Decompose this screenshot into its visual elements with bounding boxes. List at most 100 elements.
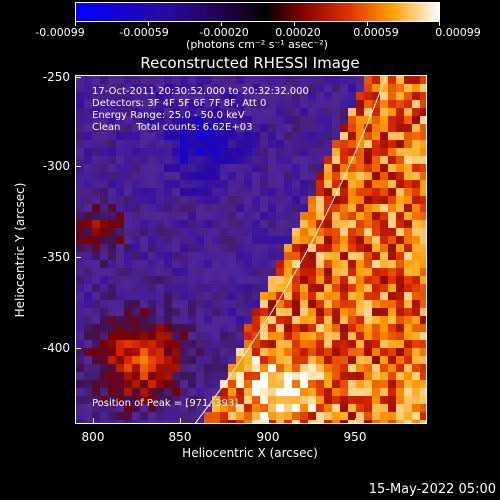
image-pixel <box>308 348 317 357</box>
image-pixel <box>236 156 245 165</box>
image-pixel <box>284 372 293 381</box>
image-pixel <box>356 212 365 221</box>
image-pixel <box>260 348 269 357</box>
image-pixel <box>108 324 117 333</box>
image-pixel <box>244 236 253 245</box>
image-pixel <box>364 356 373 365</box>
image-pixel <box>156 316 165 325</box>
image-pixel <box>108 388 117 397</box>
image-pixel <box>396 172 405 181</box>
image-pixel <box>284 340 293 349</box>
image-pixel <box>316 388 325 397</box>
image-pixel <box>180 156 189 165</box>
image-pixel <box>148 268 157 277</box>
image-pixel <box>236 220 245 229</box>
image-pixel <box>84 300 93 309</box>
image-pixel <box>348 276 357 285</box>
image-pixel <box>404 148 413 157</box>
image-pixel <box>396 228 405 237</box>
image-pixel <box>332 316 341 325</box>
image-pixel <box>108 180 117 189</box>
image-pixel <box>284 92 293 101</box>
image-pixel <box>140 212 149 221</box>
image-pixel <box>292 300 301 309</box>
image-pixel <box>300 156 309 165</box>
image-pixel <box>420 132 426 141</box>
image-pixel <box>404 380 413 389</box>
image-pixel <box>292 76 301 85</box>
image-pixel <box>172 260 181 269</box>
image-pixel <box>76 324 85 333</box>
image-pixel <box>100 404 109 413</box>
image-pixel <box>236 364 245 373</box>
image-pixel <box>172 140 181 149</box>
image-pixel <box>228 332 237 341</box>
image-pixel <box>76 196 85 205</box>
image-pixel <box>76 276 85 285</box>
image-pixel <box>140 164 149 173</box>
info-counts: Clean Total counts: 6.62E+03 <box>92 122 253 133</box>
image-pixel <box>260 276 269 285</box>
image-pixel <box>396 124 405 133</box>
image-pixel <box>276 148 285 157</box>
image-pixel <box>156 228 165 237</box>
image-pixel <box>372 404 381 413</box>
image-pixel <box>260 108 269 117</box>
image-pixel <box>156 276 165 285</box>
image-pixel <box>420 156 426 165</box>
image-pixel <box>84 172 93 181</box>
image-pixel <box>140 292 149 301</box>
image-pixel <box>156 340 165 349</box>
image-pixel <box>412 308 421 317</box>
image-pixel <box>348 164 357 173</box>
image-pixel <box>108 196 117 205</box>
image-pixel <box>412 300 421 309</box>
image-pixel <box>356 116 365 125</box>
image-pixel <box>364 116 373 125</box>
image-pixel <box>364 388 373 397</box>
image-pixel <box>340 140 349 149</box>
image-pixel <box>228 196 237 205</box>
image-pixel <box>260 148 269 157</box>
image-pixel <box>420 196 426 205</box>
image-pixel <box>92 324 101 333</box>
image-pixel <box>300 380 309 389</box>
image-pixel <box>396 236 405 245</box>
image-pixel <box>212 340 221 349</box>
image-pixel <box>228 396 237 405</box>
image-pixel <box>404 172 413 181</box>
image-pixel <box>252 172 261 181</box>
image-pixel <box>276 212 285 221</box>
colorbar-label: 0.00059 <box>353 26 399 39</box>
image-pixel <box>404 260 413 269</box>
image-pixel <box>164 260 173 269</box>
image-pixel <box>252 148 261 157</box>
image-pixel <box>348 140 357 149</box>
image-pixel <box>76 292 85 301</box>
image-pixel <box>92 420 101 423</box>
image-pixel <box>108 100 117 109</box>
image-pixel <box>292 308 301 317</box>
image-pixel <box>404 364 413 373</box>
image-pixel <box>156 372 165 381</box>
image-pixel <box>372 212 381 221</box>
image-pixel <box>356 132 365 141</box>
image-pixel <box>324 148 333 157</box>
image-pixel <box>252 212 261 221</box>
image-pixel <box>92 212 101 221</box>
image-pixel <box>332 164 341 173</box>
image-pixel <box>92 220 101 229</box>
image-pixel <box>236 396 245 405</box>
image-pixel <box>324 276 333 285</box>
image-pixel <box>220 92 229 101</box>
image-pixel <box>316 84 325 93</box>
image-pixel <box>140 316 149 325</box>
image-pixel <box>332 220 341 229</box>
image-pixel <box>164 300 173 309</box>
image-pixel <box>284 204 293 213</box>
image-pixel <box>188 100 197 109</box>
image-pixel <box>316 148 325 157</box>
image-pixel <box>252 124 261 133</box>
image-pixel <box>204 364 213 373</box>
image-pixel <box>92 396 101 405</box>
